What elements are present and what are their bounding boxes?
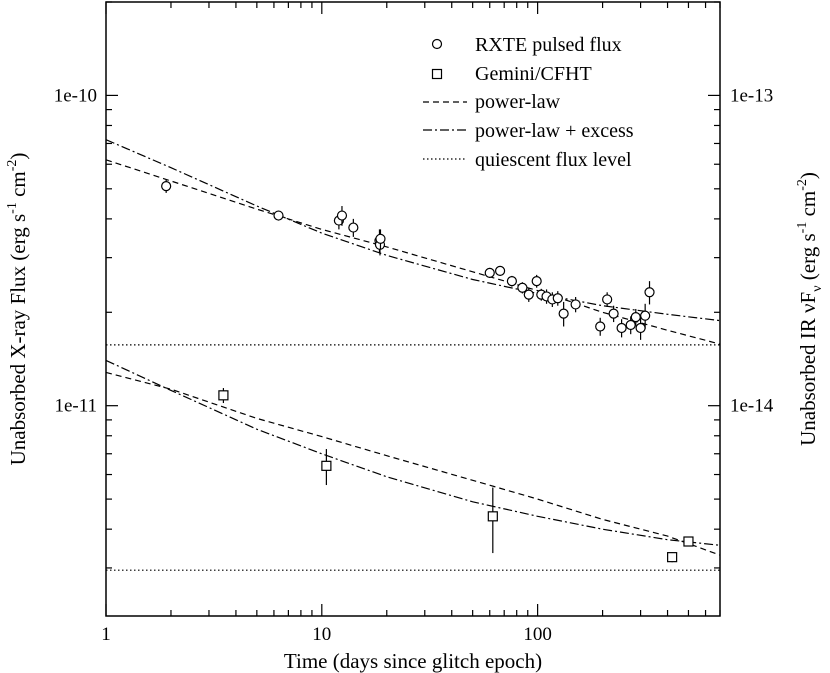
axis-ticks (105, 1, 721, 616)
gemini-data-point (218, 390, 229, 401)
rxte-data-point (348, 222, 359, 233)
rxte-data-point (608, 308, 619, 319)
rxte-data-point (523, 289, 534, 300)
gemini-data-point (487, 511, 498, 522)
gemini-data-point (667, 552, 678, 563)
rxte-data-point (616, 322, 627, 334)
legend-label-power-law-excess: power-law + excess (475, 120, 634, 142)
y-tick-label-right: 1e-13 (730, 85, 773, 106)
rxte-data-point (570, 299, 581, 310)
legend-label-gemini: Gemini/CFHT (475, 63, 592, 85)
y-tick-label-right: 1e-14 (730, 396, 774, 417)
right-y-axis-title: Unabsorbed IR νFν (erg s-1 cm-2) (795, 172, 825, 446)
rxte-data-point (602, 294, 613, 305)
rxte-data-point (558, 308, 569, 319)
axis-tick-labels: 1 10 100 1e-11 1e-10 1e-14 1e-13 (54, 85, 774, 645)
rxte-data-point (506, 276, 517, 287)
model-lines (105, 139, 721, 571)
y-tick-label-left: 1e-10 (54, 85, 97, 106)
rxte-data-point (640, 310, 651, 321)
legend-label-power-law: power-law (475, 91, 561, 113)
legend-circle-symbol (431, 38, 443, 50)
legend-label-quiescent: quiescent flux level (475, 149, 632, 171)
series-line-dashdot (105, 139, 721, 322)
left-y-axis-title: Unabsorbed X-ray Flux (erg s-1 cm-2) (5, 153, 30, 466)
gemini-data-point (683, 536, 694, 547)
rxte-data-point (494, 265, 506, 276)
gemini-data-point (321, 460, 332, 471)
y-tick-label-left: 1e-11 (54, 396, 97, 417)
plot-frame (105, 1, 721, 617)
x-tick-label: 1 (101, 624, 111, 645)
rxte-data-point (630, 311, 641, 323)
rxte-data-point (161, 181, 172, 192)
x-tick-label: 100 (523, 624, 552, 645)
rxte-data-point (273, 210, 284, 221)
rxte-data-point (635, 322, 646, 334)
rxte-data-point (625, 319, 636, 331)
series-line-dashdot (105, 359, 721, 546)
series-line-dashed (105, 159, 721, 345)
data-points (161, 179, 694, 563)
rxte-data-point (336, 210, 348, 221)
rxte-data-point (517, 282, 528, 293)
legend: RXTE pulsed flux Gemini/CFHT power-law p… (423, 34, 634, 171)
rxte-data-point (375, 233, 386, 244)
x-axis-title: Time (days since glitch epoch) (284, 649, 542, 673)
legend-square-symbol (431, 68, 443, 80)
series-line-dashed (105, 371, 721, 556)
rxte-data-point (644, 287, 655, 298)
rxte-data-point (595, 321, 606, 332)
rxte-data-point (484, 267, 495, 278)
x-tick-label: 10 (312, 624, 331, 645)
rxte-data-point (552, 293, 563, 304)
rxte-data-point (531, 276, 542, 287)
legend-label-rxte: RXTE pulsed flux (475, 34, 622, 56)
